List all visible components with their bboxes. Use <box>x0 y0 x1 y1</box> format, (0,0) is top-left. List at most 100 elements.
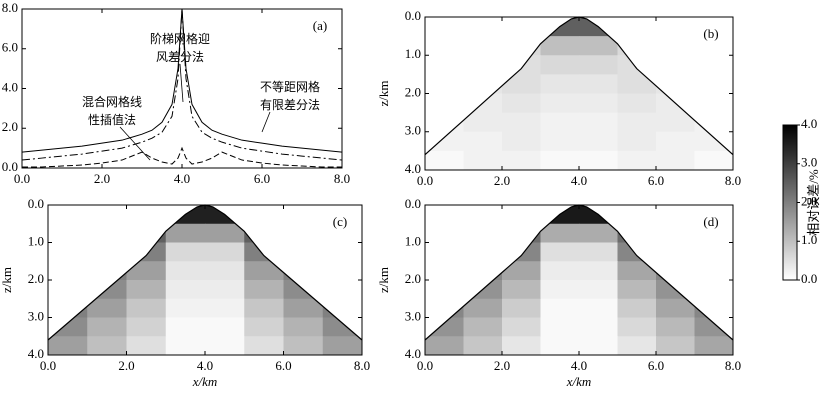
cell <box>502 280 541 300</box>
y-tick-label: 3.0 <box>405 123 421 138</box>
cell <box>656 298 695 318</box>
y-tick-label: 2.0 <box>2 119 18 134</box>
cell <box>48 317 88 337</box>
x-tick-label: 0.0 <box>417 173 433 188</box>
x-tick-label: 0.0 <box>40 358 56 373</box>
cell <box>322 317 362 337</box>
cell <box>502 298 541 318</box>
cell <box>322 336 362 355</box>
x-tick-label: 8.0 <box>725 173 741 188</box>
heatmap <box>48 205 362 355</box>
cell <box>540 223 580 243</box>
x-tick-label: 4.0 <box>197 358 213 373</box>
cell <box>322 298 362 318</box>
cell <box>463 112 503 133</box>
cell <box>244 317 284 337</box>
panel-label: (a) <box>313 18 327 33</box>
x-tick-label: 4.0 <box>174 171 190 186</box>
cell <box>540 131 580 152</box>
x-tick-label: 4.0 <box>571 173 587 188</box>
cell <box>694 112 733 133</box>
series-label: 不等距网格 <box>260 79 320 94</box>
cell <box>283 336 324 355</box>
cell <box>205 223 245 243</box>
cell <box>126 242 167 262</box>
colorbar-tick-label: 2.0 <box>801 193 817 208</box>
cell <box>617 150 657 170</box>
y-tick-label: 1.0 <box>405 233 421 248</box>
cell <box>540 242 580 262</box>
cell <box>579 317 618 337</box>
cell <box>617 112 657 133</box>
cell <box>502 261 541 281</box>
cell <box>617 74 657 94</box>
y-tick-label: 0.0 <box>405 196 421 211</box>
cell <box>126 223 167 243</box>
y-tick-label: 2.0 <box>28 271 44 286</box>
cell <box>425 317 464 337</box>
cell <box>502 223 541 243</box>
cell <box>205 242 245 262</box>
cell <box>126 261 167 281</box>
cell <box>540 112 580 133</box>
cell <box>283 298 324 318</box>
cell <box>425 150 464 170</box>
cell <box>540 55 580 75</box>
cell <box>579 223 618 243</box>
cell <box>48 336 88 355</box>
y-tick-label: 4.0 <box>2 79 18 94</box>
cell <box>579 242 618 262</box>
cell <box>502 93 541 114</box>
x-tick-label: 2.0 <box>94 171 110 186</box>
cell <box>656 131 695 152</box>
cell <box>165 242 206 262</box>
cell <box>244 298 284 318</box>
cell <box>502 131 541 152</box>
series-label: 有限差分法 <box>260 98 320 112</box>
cell <box>205 298 245 318</box>
cell <box>425 112 464 133</box>
cell <box>617 36 657 56</box>
cell <box>540 36 580 56</box>
cell <box>244 261 284 281</box>
colorbar-tick-label: 0.0 <box>801 271 817 286</box>
cell <box>165 261 206 281</box>
y-axis-label: z/km <box>376 267 391 293</box>
cell <box>617 242 657 262</box>
x-axis-label: x/km <box>192 374 218 389</box>
pointer <box>261 111 271 133</box>
cell <box>463 298 503 318</box>
y-tick-label: 4.0 <box>405 346 421 361</box>
cell <box>540 336 580 355</box>
cell <box>463 131 503 152</box>
cell <box>579 261 618 281</box>
cell <box>463 150 503 170</box>
y-axis-label: z/km <box>376 81 391 107</box>
cell <box>617 280 657 300</box>
y-tick-label: 3.0 <box>28 308 44 323</box>
y-tick-label: 2.0 <box>405 84 421 99</box>
cell <box>502 242 541 262</box>
cell <box>244 280 284 300</box>
cell <box>617 93 657 114</box>
y-tick-label: 3.0 <box>405 308 421 323</box>
cell <box>656 150 695 170</box>
cell <box>579 131 618 152</box>
y-tick-label: 0.0 <box>2 159 18 174</box>
cell <box>579 93 618 114</box>
series-label: 风差分法 <box>156 50 204 64</box>
cell <box>205 336 245 355</box>
cell <box>502 36 541 56</box>
cell <box>656 112 695 133</box>
y-tick-label: 6.0 <box>2 40 18 55</box>
cell <box>694 298 733 318</box>
cell <box>617 336 657 355</box>
y-tick-label: 4.0 <box>28 346 44 361</box>
cell <box>617 261 657 281</box>
heatmap <box>425 205 733 355</box>
cell <box>425 298 464 318</box>
cell <box>694 317 733 337</box>
cell <box>502 336 541 355</box>
cell <box>502 74 541 94</box>
cell <box>87 336 127 355</box>
